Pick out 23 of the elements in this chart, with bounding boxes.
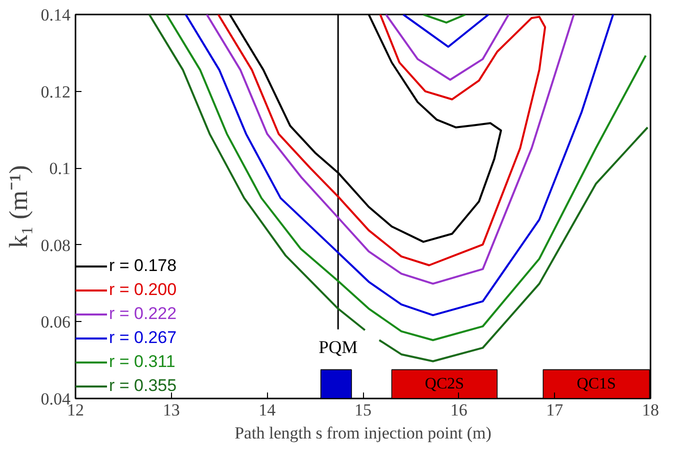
band-label: QC1S (576, 376, 616, 393)
y-tick-label: 0.14 (40, 6, 71, 24)
x-tick-label: 15 (354, 400, 372, 420)
x-axis-title: Path length s from injection point (m) (234, 424, 492, 442)
legend-label: r = 0.311 (109, 352, 176, 372)
y-tick-label: 0.06 (40, 312, 70, 332)
legend-label: r = 0.178 (109, 256, 177, 276)
y-tick-label: 0.1 (49, 159, 70, 178)
legend-label: r = 0.267 (109, 328, 177, 348)
legend-label: r = 0.355 (109, 376, 177, 396)
y-axis-title: k₁ (m⁻¹) (4, 165, 33, 248)
band-label: QC2S (424, 376, 464, 393)
x-tick-label: 13 (162, 400, 180, 420)
x-tick-label: 18 (642, 400, 659, 420)
x-tick-label: 17 (546, 400, 564, 420)
legend-label: r = 0.200 (109, 280, 177, 300)
line-series (217, 14, 546, 266)
legend-label: r = 0.222 (109, 304, 177, 324)
x-tick-label: 14 (258, 400, 276, 420)
ref-line-label: PQM (318, 337, 358, 358)
x-tick-label: 16 (450, 400, 468, 420)
y-tick-label: 0.12 (40, 82, 70, 102)
y-tick-label: 0.08 (40, 236, 70, 255)
